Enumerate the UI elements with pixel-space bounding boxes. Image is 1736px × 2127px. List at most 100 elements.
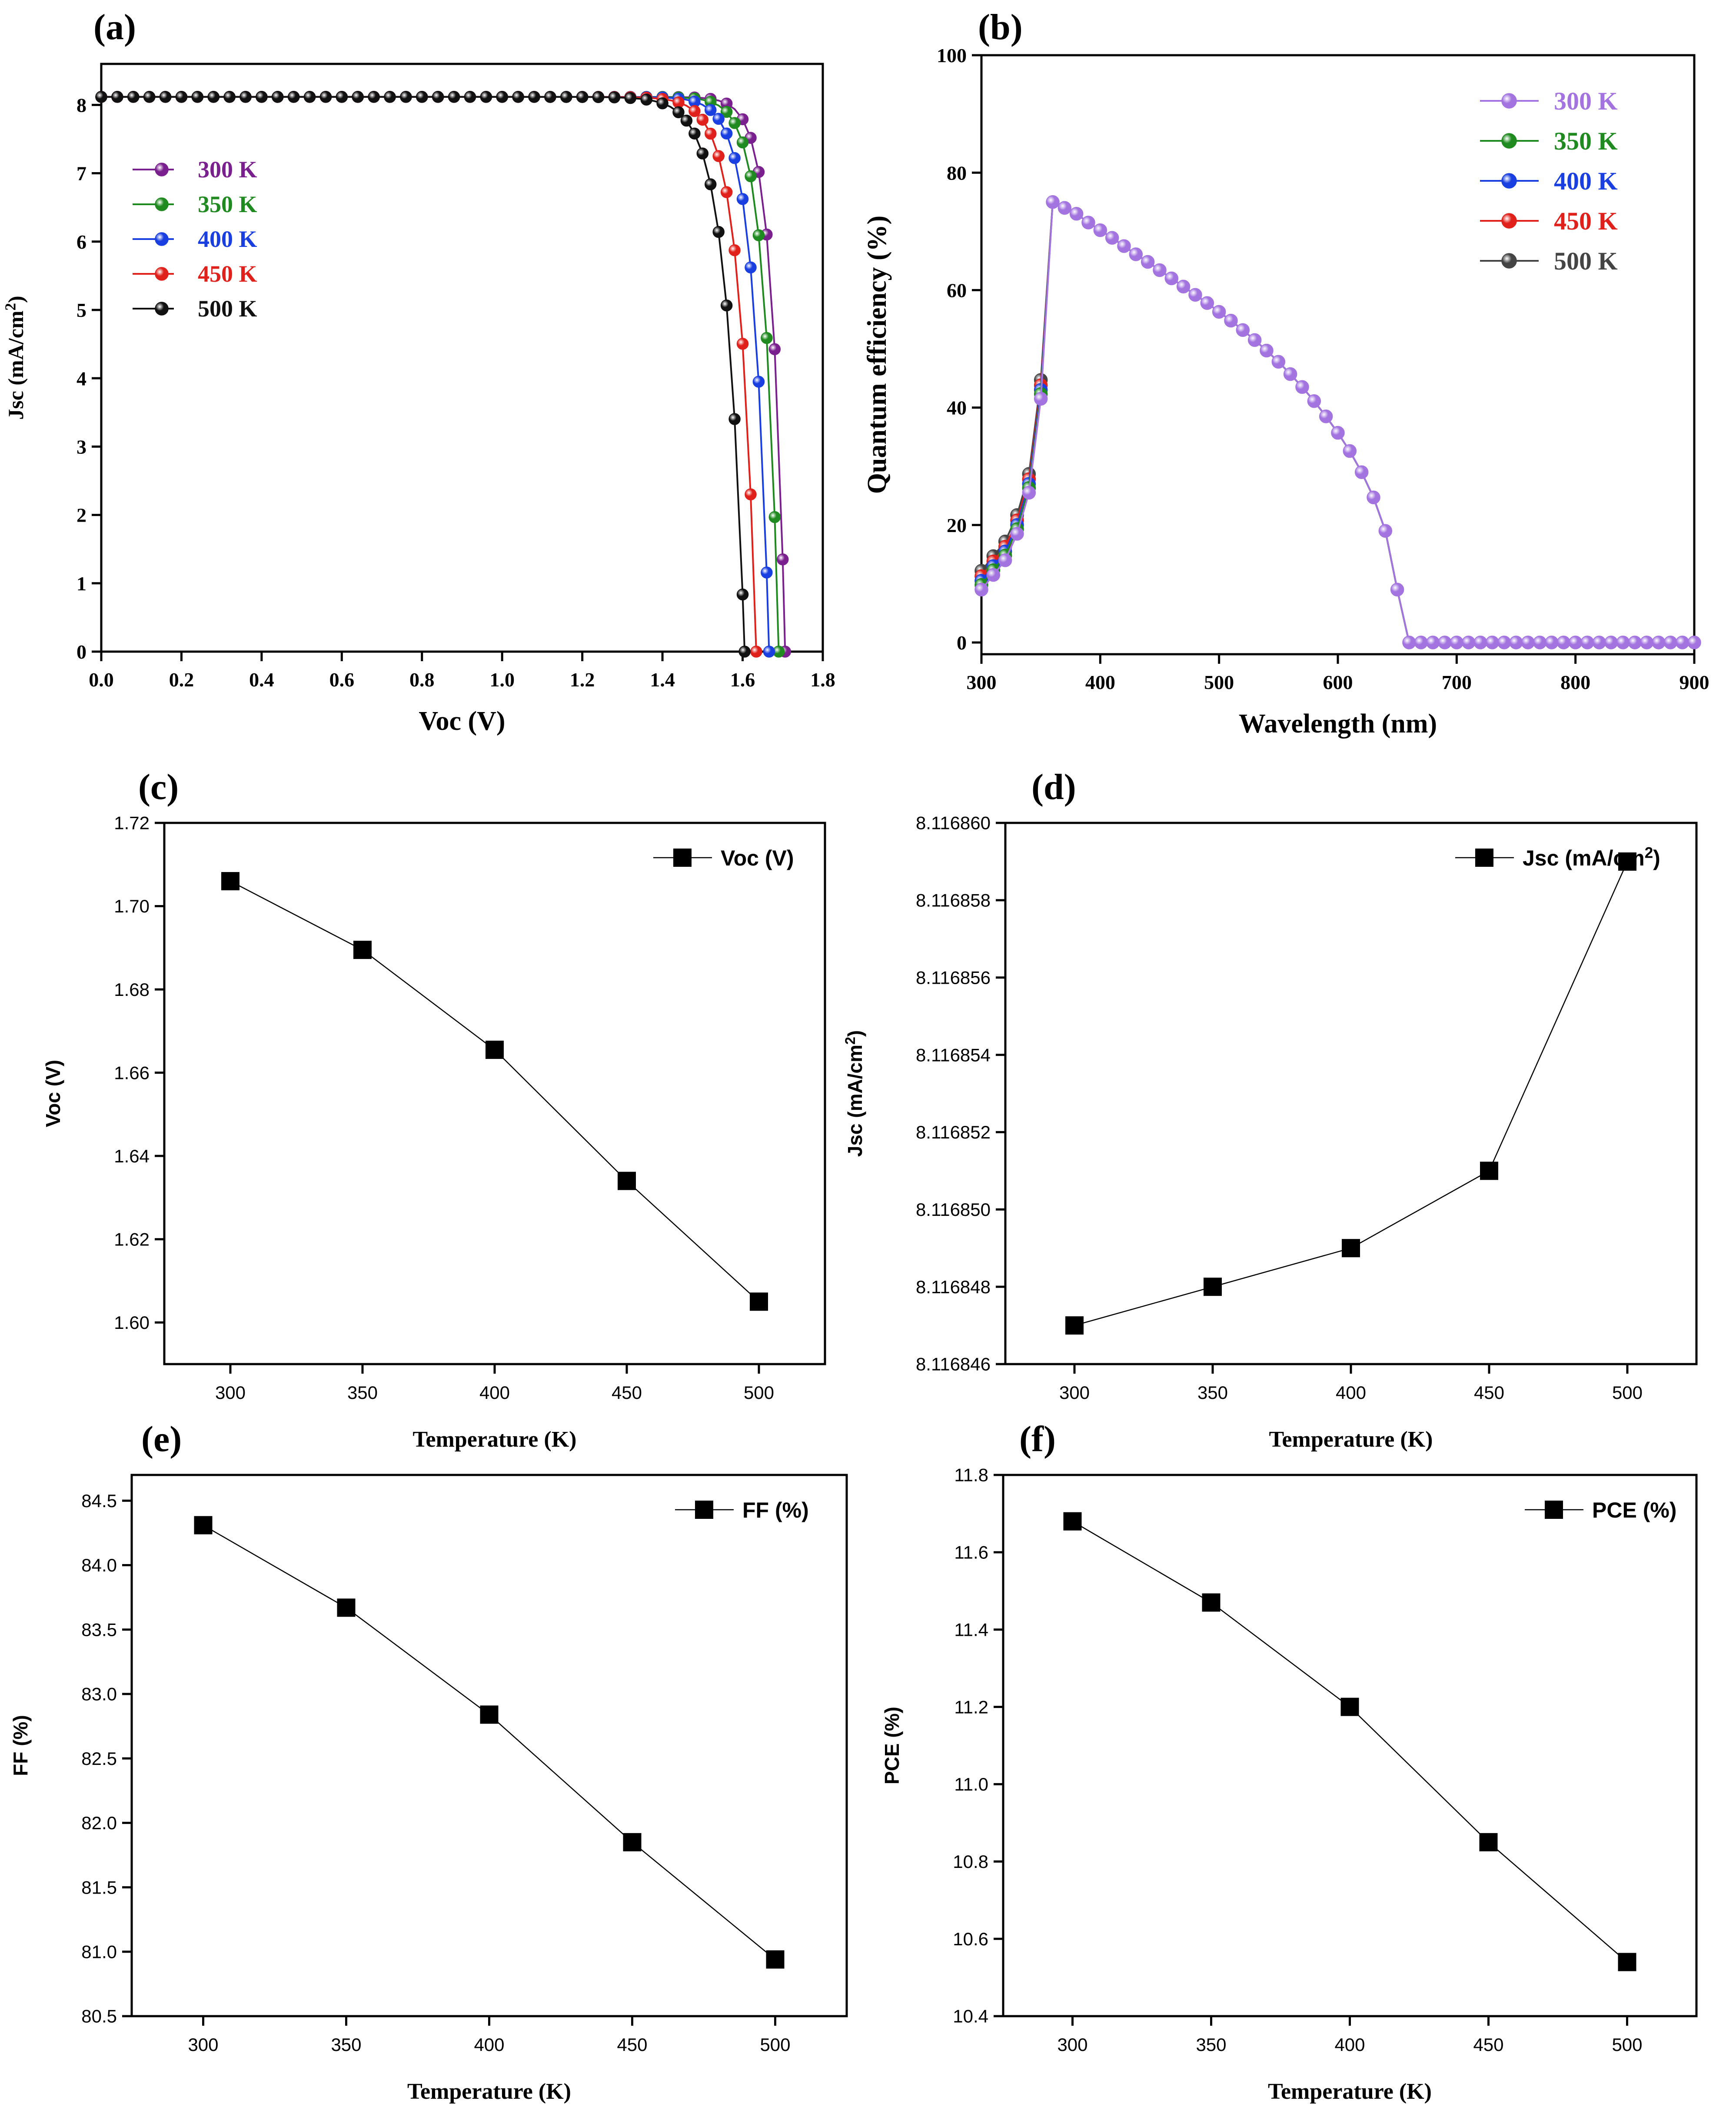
legend-marker (1501, 93, 1517, 109)
legend-marker (155, 302, 169, 316)
y-tick-label: 1.64 (114, 1146, 150, 1166)
data-point (720, 127, 733, 140)
y-axis-title: Jsc (mA/cm2) (842, 1030, 866, 1157)
data-point (1450, 636, 1464, 649)
series-line (1072, 1521, 1628, 1963)
data-point (761, 332, 773, 344)
y-tick-label: 100 (937, 44, 967, 67)
legend-marker (155, 267, 169, 281)
data-point (1354, 465, 1369, 479)
data-point (336, 91, 348, 103)
y-tick-label: 1 (76, 573, 86, 595)
data-point (287, 91, 300, 103)
x-tick-label: 300 (1059, 1382, 1090, 1403)
x-axis-title: Temperature (K) (413, 1427, 577, 1452)
y-tick-label: 60 (947, 279, 967, 301)
data-point (576, 91, 589, 103)
data-point (272, 91, 284, 103)
panel-a-jv-curves: 0.0 0.2 0.4 0.6 0.8 1.0 1.2 1.4 1.6 1.8 0 1 2 3 4 5 6 7 8 V… (2, 7, 835, 736)
y-tick-label: 11.4 (954, 1619, 988, 1640)
data-point (1081, 216, 1095, 230)
y-tick-label: 2 (76, 504, 86, 526)
legend-label: 300 K (198, 156, 257, 183)
data-point (640, 93, 652, 106)
data-point (191, 91, 204, 103)
data-point (337, 1598, 356, 1617)
data-point (1414, 636, 1428, 649)
data-point (111, 91, 123, 103)
legend-marker (1501, 213, 1517, 229)
data-point (1461, 636, 1476, 649)
data-point (1063, 1512, 1082, 1531)
legend-marker (673, 849, 692, 867)
data-point (1065, 1316, 1084, 1335)
data-point (1204, 1278, 1222, 1296)
x-tick-label: 0.8 (409, 669, 435, 691)
data-point (1580, 636, 1594, 649)
y-axis-title: Voc (V) (42, 1060, 64, 1127)
plot-frame (1004, 822, 1698, 1365)
data-point (544, 91, 556, 103)
legend-marker (1501, 133, 1517, 149)
data-point (1319, 409, 1333, 423)
legend-marker (1545, 1501, 1563, 1519)
panel-e: 300 350 400 450 500 80.5 81.0 81.5 82.0 82.5 83.0 8… (9, 1419, 848, 2104)
data-point (763, 646, 775, 658)
y-tick-label: 81.5 (81, 1877, 117, 1897)
x-tick-label: 700 (1442, 671, 1472, 693)
data-point (1034, 392, 1048, 406)
data-point (1224, 313, 1238, 328)
data-point (1129, 247, 1143, 261)
x-tick-label: 350 (347, 1382, 378, 1403)
x-tick-label: 450 (1473, 2034, 1503, 2055)
series-line (203, 1525, 776, 1960)
data-point (1141, 255, 1155, 269)
x-axis-title: Temperature (K) (1268, 2079, 1432, 2104)
data-point (1022, 486, 1036, 500)
data-point (95, 91, 107, 103)
y-tick-label: 8.116848 (916, 1277, 991, 1297)
x-axis-title: Temperature (K) (407, 2079, 571, 2104)
legend-marker (155, 163, 169, 176)
y-tick-label: 1.66 (114, 1062, 150, 1083)
x-tick-label: 600 (1323, 671, 1353, 693)
y-tick-label: 82.5 (81, 1748, 117, 1769)
data-point (1200, 296, 1214, 310)
data-point (1247, 333, 1262, 347)
data-point (672, 106, 685, 119)
data-point (1212, 305, 1226, 319)
data-point (1556, 636, 1571, 649)
data-point (400, 91, 412, 103)
y-axis-title: FF (%) (9, 1715, 32, 1776)
data-point (1533, 636, 1547, 649)
y-tick-label: 11.6 (954, 1542, 988, 1563)
x-tick-label: 400 (1085, 671, 1115, 693)
y-tick-label: 10.8 (953, 1851, 988, 1872)
legend-label: PCE (%) (1592, 1498, 1676, 1522)
data-point (496, 91, 508, 103)
legend-label: Voc (V) (721, 846, 794, 870)
data-point (736, 136, 749, 149)
data-point (766, 1950, 785, 1969)
y-tick-label: 6 (76, 231, 86, 253)
legend-marker (695, 1501, 713, 1519)
x-tick-label: 400 (474, 2034, 504, 2055)
data-point (608, 91, 621, 103)
x-tick-label: 400 (479, 1382, 510, 1403)
x-tick-label: 450 (617, 2034, 647, 2055)
data-point (592, 91, 605, 103)
data-point (1687, 636, 1701, 649)
data-point (1628, 636, 1642, 649)
data-point (1010, 527, 1024, 541)
x-axis-title: Temperature (K) (1269, 1427, 1433, 1452)
y-tick-label: 10.4 (953, 2006, 988, 2027)
data-point (1202, 1593, 1221, 1612)
data-point (368, 91, 380, 103)
y-tick-label: 10.6 (953, 1929, 988, 1949)
y-tick-label: 83.0 (81, 1684, 117, 1704)
panel-f: 300 350 400 450 500 10.4 10.6 10.8 11.0 11.2 11.4 1… (881, 1419, 1698, 2104)
x-tick-label: 900 (1679, 671, 1709, 693)
data-point (352, 91, 364, 103)
data-point (1426, 636, 1440, 649)
panel-label: (c) (138, 767, 179, 807)
